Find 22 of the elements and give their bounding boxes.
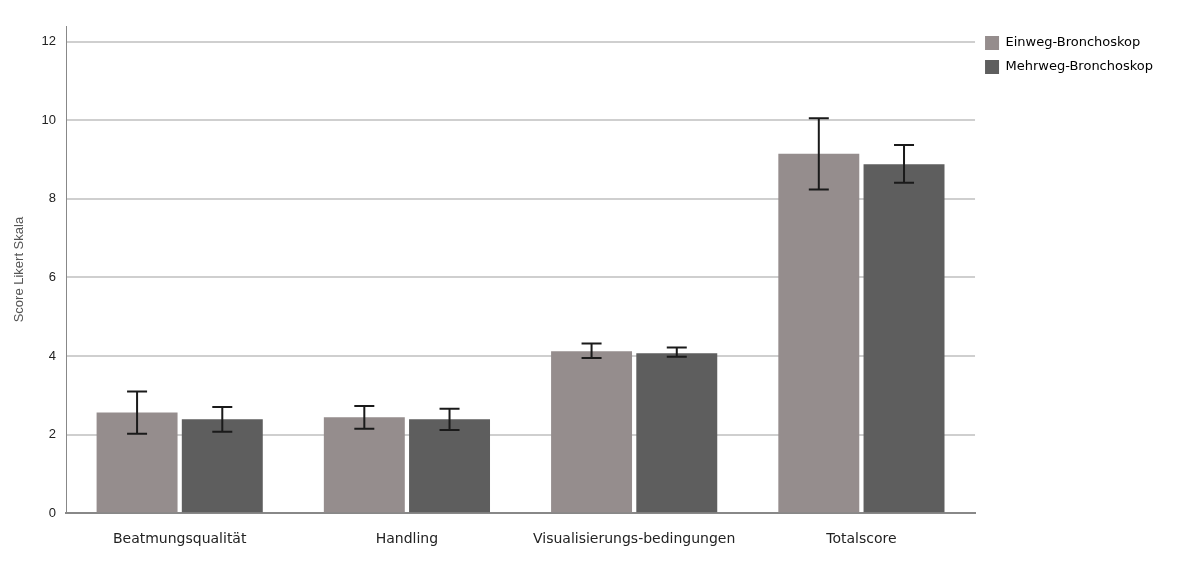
legend-label: Mehrweg-Bronchoskop [1005,58,1154,74]
x-tick-label: Beatmungsqualität [112,530,247,547]
x-tick-label: Handling [375,530,439,547]
y-tick-label: 10 [41,111,57,127]
y-tick-label: 4 [48,347,57,363]
bar [409,419,491,513]
x-tick-label: Visualisierungs-bedingungen [532,530,736,547]
y-tick-label: 0 [48,504,57,520]
bar [323,417,405,513]
bar [863,164,945,513]
x-tick-label: Totalscore [825,530,897,547]
y-tick-label: 8 [48,190,57,206]
y-tick-label: 2 [48,426,57,442]
bar [181,419,263,513]
legend-label: Einweg-Bronchoskop [1005,34,1141,50]
y-axis-title: Score Likert Skala [11,216,27,323]
bar [636,353,718,513]
bar [778,153,860,513]
y-tick-label: 12 [41,33,57,49]
y-tick-label: 6 [48,269,57,285]
bar [96,412,178,513]
bar [551,351,633,513]
